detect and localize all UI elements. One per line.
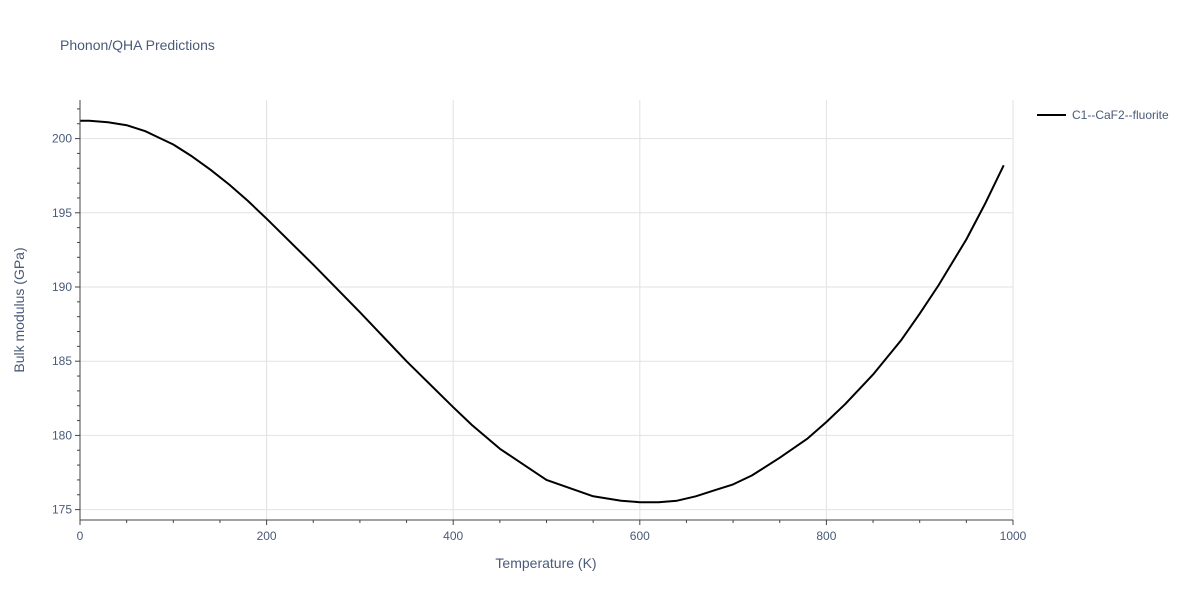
y-gridlines <box>80 138 1013 511</box>
x-axis-title: Temperature (K) <box>495 555 596 571</box>
x-gridlines <box>266 100 1014 520</box>
x-tick-label: 200 <box>257 529 277 543</box>
y-tick-label: 190 <box>52 280 72 294</box>
x-tick-label: 1000 <box>1000 529 1027 543</box>
x-tick-label: 0 <box>77 529 84 543</box>
y-tick-label: 200 <box>52 132 72 146</box>
series-layer <box>80 119 1005 504</box>
x-axis-ticks: 0 200 400 600 800 1000 <box>77 520 1027 543</box>
x-tick-label: 600 <box>630 529 650 543</box>
y-axis-title: Bulk modulus (GPa) <box>11 247 27 372</box>
x-tick-label: 400 <box>443 529 463 543</box>
chart-title: Phonon/QHA Predictions <box>60 37 215 53</box>
legend[interactable]: C1--CaF2--fluorite <box>1037 108 1169 122</box>
series-line <box>80 119 1005 504</box>
y-tick-label: 185 <box>52 354 72 368</box>
y-tick-label: 180 <box>52 428 72 442</box>
x-tick-label: 800 <box>816 529 836 543</box>
y-tick-label: 195 <box>52 206 72 220</box>
y-axis-ticks: 175 180 185 190 195 200 <box>52 108 80 517</box>
y-tick-label: 175 <box>52 503 72 517</box>
legend-label: C1--CaF2--fluorite <box>1072 108 1169 122</box>
